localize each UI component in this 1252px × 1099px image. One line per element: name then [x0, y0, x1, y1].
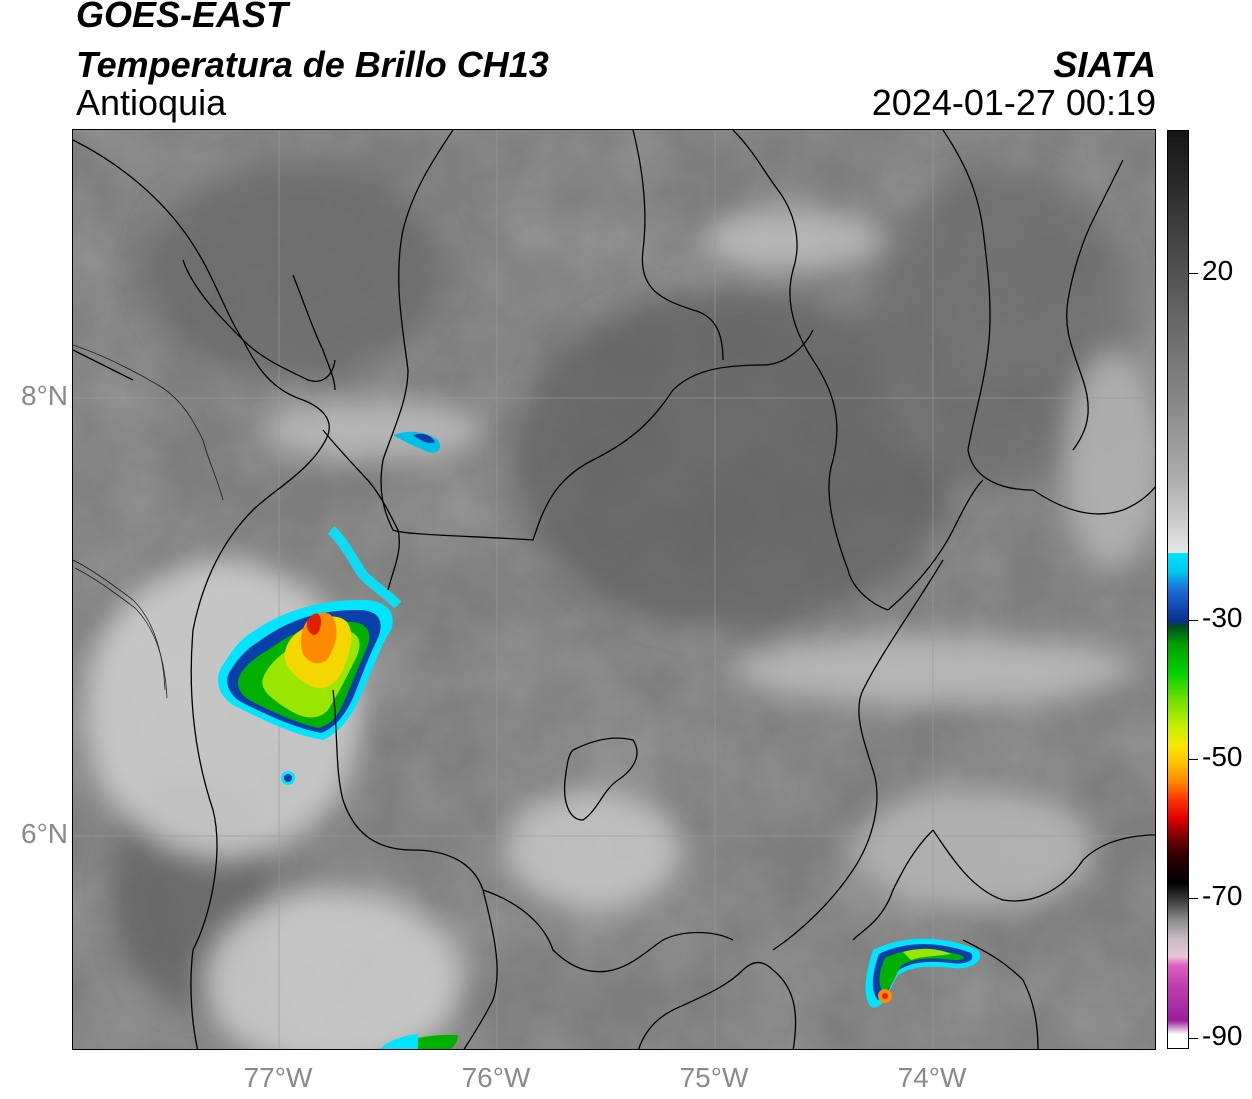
colorbar-label-minus50: -50 [1202, 741, 1243, 772]
lon-label-75w: 75°W [679, 1062, 749, 1093]
temperature-colorbar [1167, 130, 1189, 1049]
colorbar-label-minus30: -30 [1202, 602, 1243, 633]
lon-label-77w: 77°W [243, 1062, 313, 1093]
colorbar-label-20: 20 [1202, 255, 1234, 286]
colorbar-label-minus90: -90 [1202, 1020, 1243, 1051]
boundaries [73, 130, 1155, 1049]
storm-cell-southeast [379, 938, 981, 1049]
satellite-title: GOES-EAST [76, 0, 289, 35]
satellite-map[interactable] [72, 129, 1156, 1050]
organization-label: SIATA [1053, 44, 1156, 85]
storm-cell-west [217, 431, 440, 785]
lat-label-8n: 8°N [21, 380, 68, 411]
region-title: Antioquia [76, 82, 227, 123]
timestamp-label: 2024-01-27 00:19 [871, 82, 1156, 123]
lon-label-74w: 74°W [897, 1062, 967, 1093]
lat-label-6n: 6°N [21, 818, 68, 849]
product-title: Temperatura de Brillo CH13 [76, 44, 549, 85]
colorbar-label-minus70: -70 [1202, 880, 1243, 911]
lon-label-76w: 76°W [461, 1062, 531, 1093]
map-canvas [73, 130, 1155, 1049]
